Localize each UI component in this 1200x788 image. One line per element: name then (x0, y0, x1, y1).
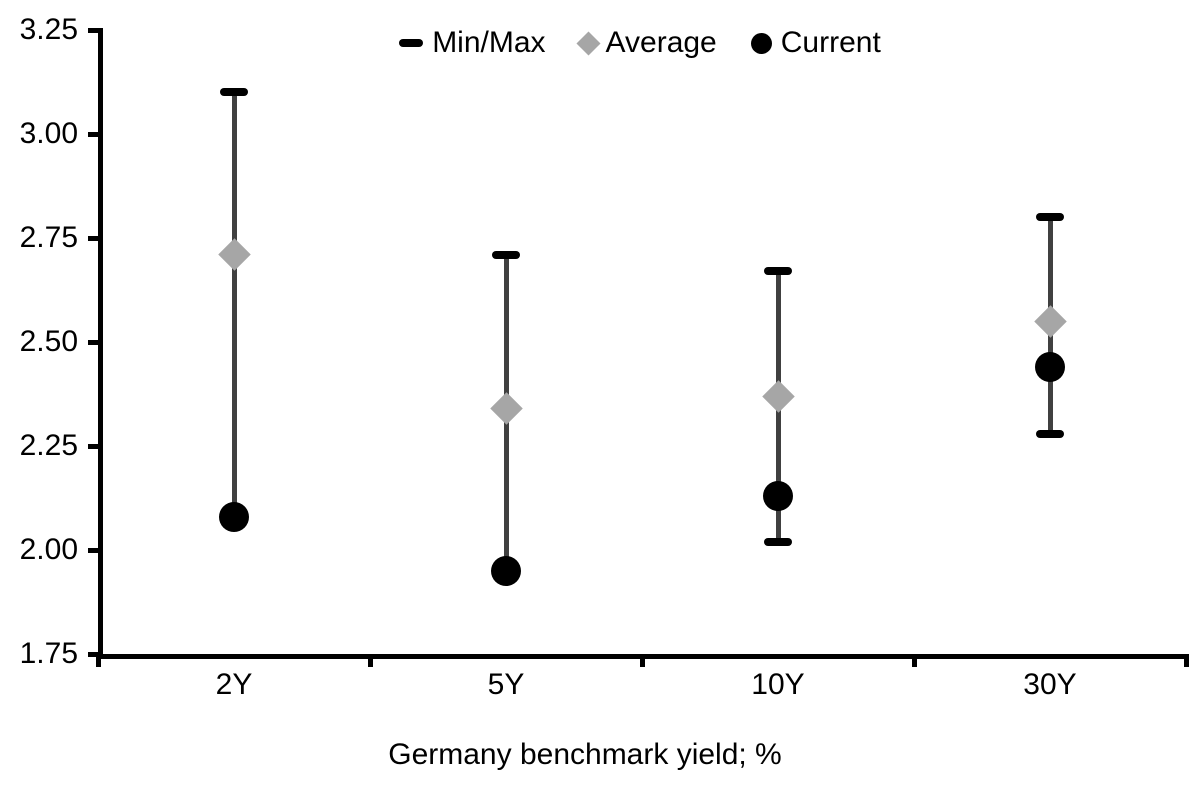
legend-dash-icon (399, 39, 424, 47)
current-marker (1035, 351, 1065, 382)
minmax-range-line (231, 92, 237, 517)
legend-item: Average (576, 26, 717, 60)
current-marker (763, 480, 793, 511)
x-axis-tick (368, 654, 373, 667)
y-axis-tick (88, 28, 102, 33)
y-tick-label: 2.50 (19, 325, 78, 358)
current-marker (491, 555, 521, 586)
x-axis-title: Germany benchmark yield; % (388, 738, 782, 771)
average-marker (761, 379, 795, 413)
x-category-label: 5Y (487, 668, 525, 701)
current-marker (219, 501, 249, 532)
min-cap-marker (764, 537, 792, 546)
x-axis-tick (640, 654, 645, 667)
average-marker (489, 392, 523, 425)
legend-label: Average (605, 26, 717, 59)
x-category-label: 30Y (1023, 668, 1077, 701)
y-axis-tick (88, 548, 102, 553)
min-cap-marker (1036, 429, 1064, 438)
y-axis-tick (88, 236, 102, 241)
max-cap-marker (492, 250, 520, 259)
y-axis-tick (88, 340, 102, 345)
y-tick-label: 3.25 (19, 13, 78, 46)
legend-circle-icon (750, 32, 772, 54)
y-axis-tick (88, 132, 102, 137)
legend-item: Min/Max (399, 26, 546, 60)
average-marker (1033, 304, 1067, 338)
max-cap-marker (1036, 213, 1064, 222)
max-cap-marker (764, 267, 792, 276)
y-tick-label: 2.25 (19, 429, 78, 462)
legend-label: Min/Max (432, 26, 546, 59)
x-axis-tick (912, 654, 917, 667)
y-tick-label: 2.75 (19, 221, 78, 254)
y-tick-label: 3.00 (19, 117, 78, 150)
legend-item: Current (750, 26, 881, 60)
chart-legend: Min/Max Average Current (340, 26, 940, 60)
x-category-label: 2Y (215, 668, 253, 701)
y-tick-label: 2.00 (19, 533, 78, 566)
legend-label: Current (780, 26, 881, 59)
average-marker (217, 238, 251, 271)
x-category-label: 10Y (751, 668, 805, 701)
y-axis-tick (88, 652, 102, 657)
x-axis-tick (1184, 654, 1189, 667)
x-axis-tick (96, 654, 101, 667)
y-tick-label: 1.75 (19, 637, 78, 670)
max-cap-marker (220, 88, 248, 97)
y-axis-tick (88, 444, 102, 449)
